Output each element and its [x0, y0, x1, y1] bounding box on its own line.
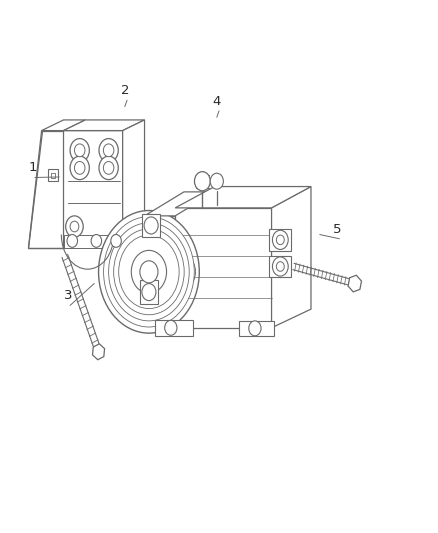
Circle shape: [165, 320, 177, 335]
Circle shape: [70, 156, 89, 180]
Polygon shape: [123, 120, 145, 229]
Text: 5: 5: [333, 223, 342, 236]
Polygon shape: [348, 275, 361, 292]
Circle shape: [131, 251, 166, 293]
Circle shape: [99, 211, 199, 333]
Polygon shape: [145, 216, 175, 328]
Text: 3: 3: [64, 289, 72, 302]
Circle shape: [142, 284, 156, 301]
Polygon shape: [269, 229, 291, 251]
Circle shape: [119, 235, 179, 309]
Circle shape: [104, 216, 194, 327]
Circle shape: [210, 173, 223, 189]
Polygon shape: [51, 173, 55, 178]
Polygon shape: [269, 256, 291, 277]
Circle shape: [70, 139, 89, 162]
Polygon shape: [140, 280, 158, 304]
Polygon shape: [142, 214, 160, 237]
Circle shape: [74, 144, 85, 157]
Circle shape: [276, 262, 284, 271]
Polygon shape: [42, 120, 85, 131]
Polygon shape: [64, 235, 123, 248]
Circle shape: [91, 235, 102, 247]
Polygon shape: [28, 131, 64, 248]
Circle shape: [103, 161, 114, 174]
Text: 4: 4: [212, 95, 221, 108]
Polygon shape: [145, 192, 215, 216]
Polygon shape: [155, 320, 193, 336]
Circle shape: [99, 156, 118, 180]
Circle shape: [103, 144, 114, 157]
Text: 2: 2: [120, 84, 129, 97]
Polygon shape: [48, 169, 58, 181]
Polygon shape: [272, 187, 311, 328]
Circle shape: [272, 257, 288, 276]
Circle shape: [70, 221, 79, 232]
Circle shape: [67, 235, 78, 247]
Circle shape: [66, 216, 83, 237]
Circle shape: [249, 321, 261, 336]
Text: 1: 1: [28, 161, 37, 174]
Circle shape: [144, 217, 158, 234]
Circle shape: [111, 235, 121, 247]
Circle shape: [194, 172, 210, 191]
Circle shape: [276, 235, 284, 245]
Circle shape: [140, 261, 158, 283]
Polygon shape: [64, 131, 123, 248]
Polygon shape: [239, 321, 274, 336]
Circle shape: [109, 223, 189, 321]
Circle shape: [114, 229, 184, 314]
Polygon shape: [64, 120, 145, 131]
Polygon shape: [175, 208, 272, 328]
Circle shape: [74, 161, 85, 174]
Polygon shape: [175, 187, 311, 208]
Circle shape: [99, 139, 118, 162]
Polygon shape: [92, 344, 105, 360]
Circle shape: [272, 230, 288, 249]
